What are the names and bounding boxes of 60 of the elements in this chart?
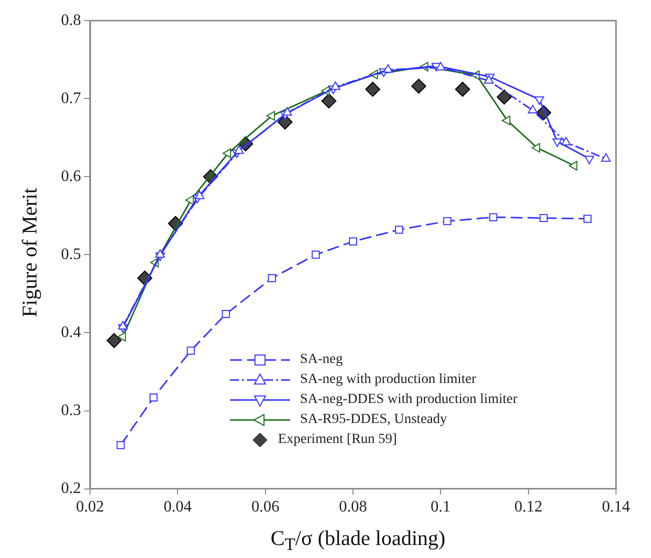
point: [489, 213, 498, 222]
x-axis-title: C$_{T}$/σ (blade loading): [270, 526, 446, 556]
point: [540, 214, 548, 222]
point: [365, 82, 380, 97]
point: [194, 190, 204, 200]
point: [568, 160, 578, 171]
legend-label: SA-neg-DDES with production limiter: [300, 391, 518, 409]
point: [222, 310, 230, 318]
x-tick-label: 0.06: [251, 498, 280, 516]
point: [266, 110, 275, 121]
legend-label: SA-neg: [300, 351, 343, 369]
point: [348, 237, 358, 246]
point: [234, 145, 244, 154]
legend-label: Experiment [Run 59]: [278, 431, 397, 449]
y-tick-label: 0.6: [61, 168, 81, 185]
point: [496, 90, 512, 105]
point: [268, 274, 276, 282]
x-tick-label: 0.02: [76, 498, 104, 516]
point: [584, 156, 594, 164]
point: [534, 96, 544, 105]
y-tick-label: 0.2: [61, 480, 81, 498]
point: [502, 116, 510, 126]
point: [411, 78, 426, 94]
point: [394, 226, 404, 234]
y-tick-label: 0.5: [61, 246, 81, 263]
point: [150, 393, 158, 402]
point: [312, 250, 320, 259]
legend-label: SA-neg with production limiter: [300, 371, 476, 389]
point: [583, 214, 592, 223]
point: [155, 249, 165, 258]
point: [116, 441, 125, 450]
x-tick-label: 0.08: [339, 498, 367, 516]
point: [330, 81, 340, 90]
point: [552, 138, 562, 148]
point: [278, 114, 293, 130]
point: [528, 104, 538, 114]
point: [455, 82, 470, 97]
x-tick-label: 0.14: [602, 498, 630, 516]
x-tick-label: 0.04: [164, 498, 192, 516]
legend-label: SA-R95-DDES, Unsteady: [300, 411, 447, 429]
y-tick-label: 0.7: [61, 90, 81, 107]
point: [282, 107, 292, 116]
point: [321, 93, 336, 108]
x-tick-label: 0.12: [514, 498, 542, 516]
y-axis-title: Figure of Merit: [18, 186, 42, 320]
point: [117, 332, 126, 342]
point: [186, 346, 195, 355]
point: [532, 142, 540, 153]
point: [601, 153, 611, 162]
x-tick-label: 0.1: [430, 498, 451, 516]
point: [443, 217, 452, 226]
point: [383, 64, 393, 73]
y-tick-label: 0.3: [61, 402, 81, 419]
point: [561, 136, 571, 146]
y-tick-label: 0.4: [61, 324, 81, 341]
point: [222, 148, 232, 158]
y-tick-label: 0.8: [61, 12, 81, 29]
point: [185, 195, 194, 205]
point: [106, 333, 122, 348]
point: [436, 62, 446, 70]
